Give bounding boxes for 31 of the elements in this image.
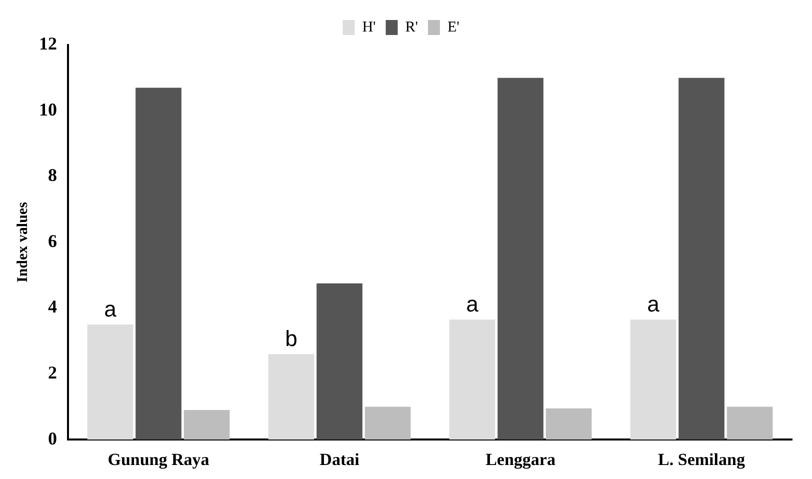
legend-label: E' [447,19,460,36]
bar [136,88,182,440]
legend-label: R' [405,19,418,36]
bar [184,410,230,440]
bar [726,406,773,440]
bar [87,324,134,440]
x-tick-label: Gunung Raya [108,450,210,470]
bar [268,354,314,440]
y-axis-title: Index values [14,202,31,283]
bar [316,283,362,440]
x-tick-label: Datai [320,450,360,470]
y-tick-label: 4 [48,296,57,317]
legend-label: H' [362,19,376,36]
y-tick-label: 10 [39,99,57,120]
bar [449,320,496,440]
annotation: a [647,292,660,317]
annotation: a [104,296,118,322]
y-tick-label: 8 [48,165,57,186]
x-tick-label: Lenggara [486,450,556,470]
bar [498,78,544,440]
y-tick-label: 0 [48,428,57,448]
annotation: a [466,292,480,317]
annotation: b [285,326,298,352]
bar [546,408,592,440]
y-tick-label: 12 [39,34,57,54]
bar [678,78,724,440]
bar [364,406,411,440]
x-tick-label: L. Semilang [658,450,746,470]
y-tick-label: 2 [48,362,57,382]
bar [630,320,676,440]
y-tick-label: 6 [48,230,57,251]
